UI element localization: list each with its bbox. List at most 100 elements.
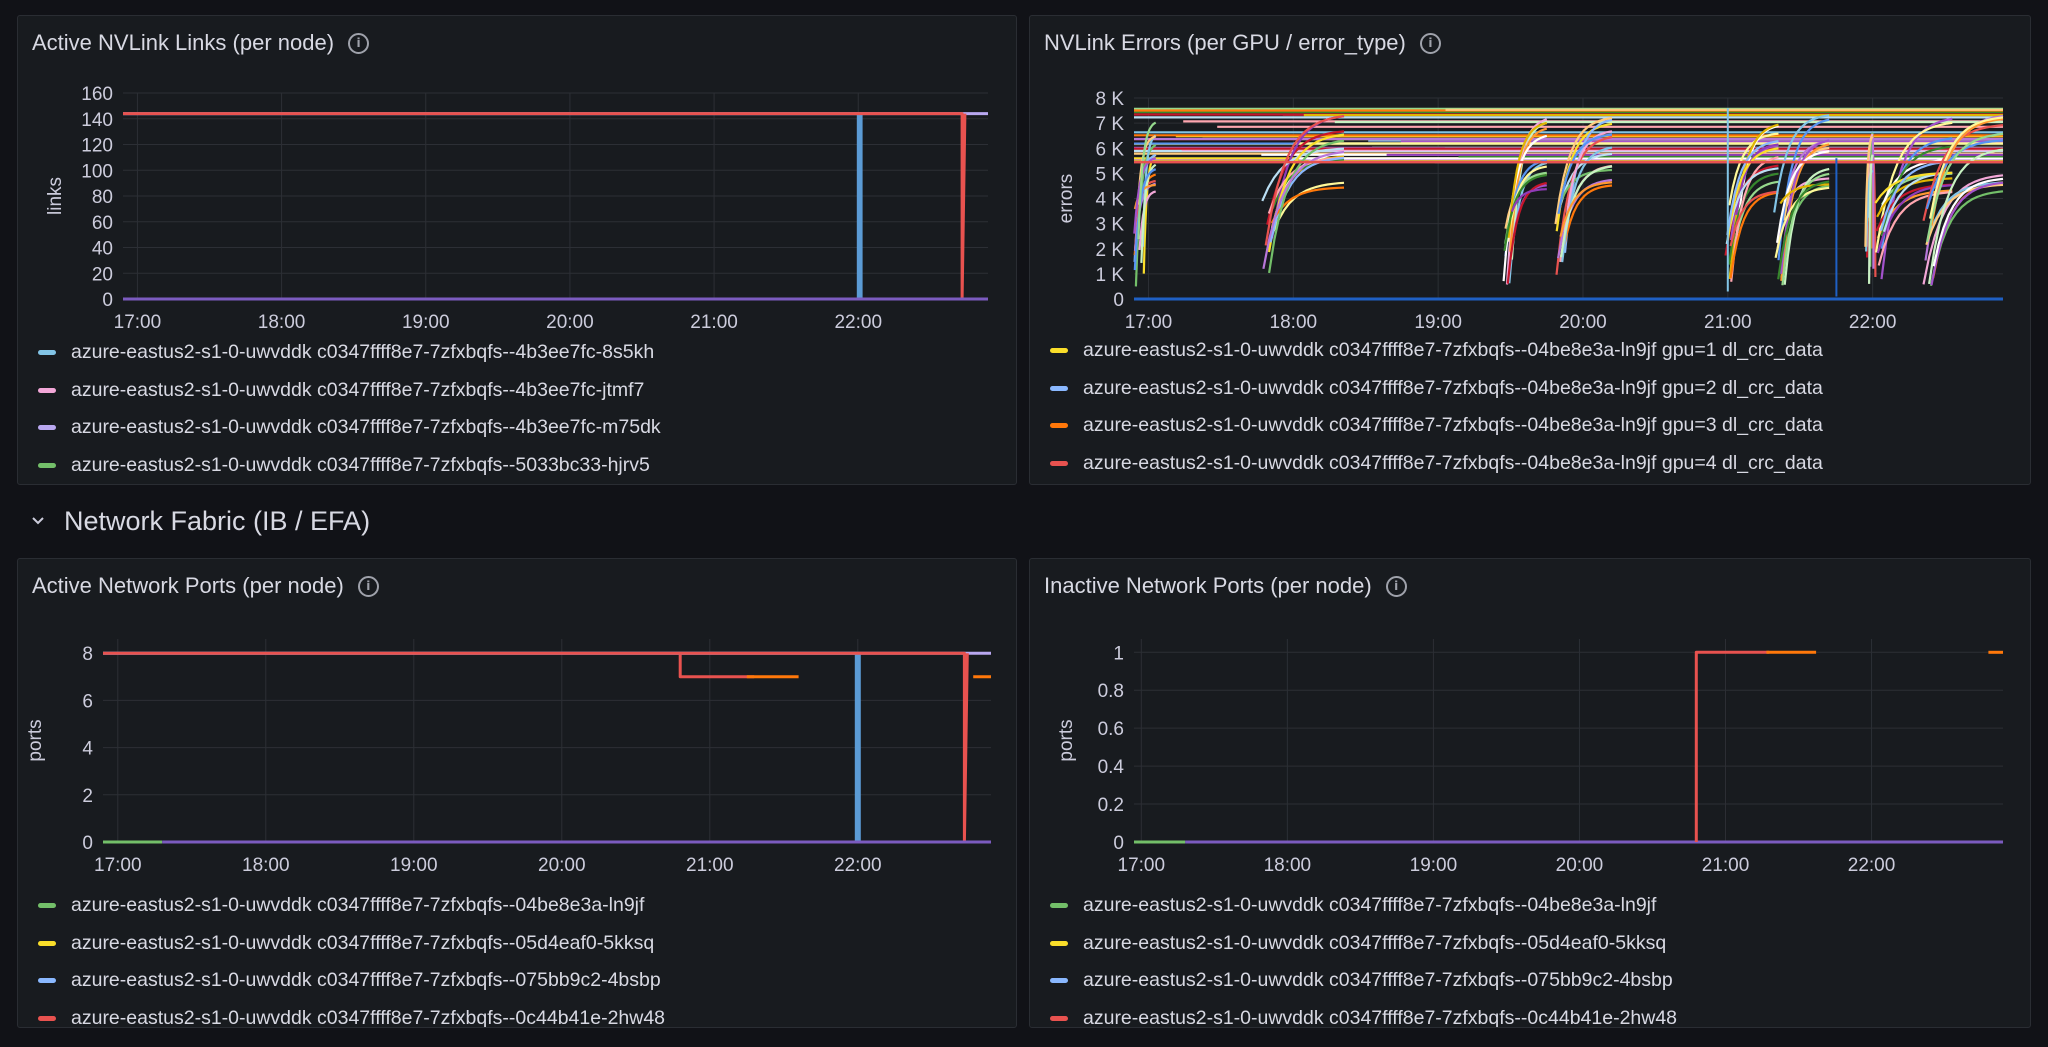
y-tick-label: 40: [92, 239, 113, 260]
error-series-line[interactable]: [1877, 190, 1953, 266]
error-series-line[interactable]: [1267, 133, 1345, 253]
error-series-line[interactable]: [1773, 114, 1830, 213]
error-series-line[interactable]: [1928, 148, 2004, 285]
legend-item[interactable]: azure-eastus2-s1-0-uwvddk c0347ffff8e7-7…: [38, 447, 1006, 485]
error-series-line[interactable]: [1270, 186, 1345, 224]
chart[interactable]: errors 0 1 K 2 K 3 K 4 K 5 K 6 K 7 K 8 K 17:00 18:0…: [1030, 16, 2030, 356]
panel-title[interactable]: Active NVLink Links (per node) i: [32, 30, 370, 56]
error-series-line[interactable]: [1510, 188, 1547, 213]
legend-label: azure-eastus2-s1-0-uwvddk c0347ffff8e7-7…: [1083, 339, 1823, 362]
legend-item[interactable]: azure-eastus2-s1-0-uwvddk c0347ffff8e7-7…: [38, 372, 1006, 410]
error-series-line[interactable]: [1136, 135, 1157, 205]
panel-title[interactable]: Active Network Ports (per node) i: [32, 573, 379, 599]
legend-item[interactable]: azure-eastus2-s1-0-uwvddk c0347ffff8e7-7…: [38, 887, 1006, 925]
chevron-down-icon[interactable]: [30, 513, 46, 529]
legend-item[interactable]: azure-eastus2-s1-0-uwvddk c0347ffff8e7-7…: [38, 409, 1006, 447]
panel-inactive-network-ports[interactable]: Inactive Network Ports (per node) i port…: [1029, 558, 2031, 1028]
series-line[interactable]: [123, 112, 967, 301]
y-tick-label: 4 K: [1095, 190, 1124, 211]
error-series-line[interactable]: [1138, 190, 1157, 251]
error-series-line[interactable]: [1133, 157, 1157, 234]
panel-nvlink-errors[interactable]: NVLink Errors (per GPU / error_type) i e…: [1029, 15, 2031, 485]
error-series-line[interactable]: [1562, 184, 1613, 251]
info-icon[interactable]: i: [1385, 575, 1407, 597]
info-icon[interactable]: i: [357, 575, 379, 597]
error-series-line[interactable]: [1929, 116, 2004, 219]
series-line[interactable]: [678, 653, 755, 679]
legend-item[interactable]: azure-eastus2-s1-0-uwvddk c0347ffff8e7-7…: [1050, 925, 2020, 963]
legend-item[interactable]: azure-eastus2-s1-0-uwvddk c0347ffff8e7-7…: [38, 334, 1006, 372]
info-icon[interactable]: i: [348, 32, 370, 54]
legend-item[interactable]: azure-eastus2-s1-0-uwvddk c0347ffff8e7-7…: [38, 1000, 1006, 1027]
panel-active-network-ports[interactable]: Active Network Ports (per node) i ports 0…: [17, 558, 1017, 1028]
legend-item[interactable]: azure-eastus2-s1-0-uwvddk c0347ffff8e7-7…: [1050, 445, 2020, 483]
error-series-line[interactable]: [1932, 177, 2004, 267]
error-series-line[interactable]: [1783, 167, 1830, 285]
legend-label: azure-eastus2-s1-0-uwvddk c0347ffff8e7-7…: [1083, 376, 1823, 399]
error-series-line[interactable]: [1268, 139, 1345, 274]
error-series-line[interactable]: [1563, 118, 1613, 253]
legend-item[interactable]: azure-eastus2-s1-0-uwvddk c0347ffff8e7-7…: [1050, 962, 2020, 1000]
legend-item[interactable]: azure-eastus2-s1-0-uwvddk c0347ffff8e7-7…: [1050, 407, 2020, 445]
chart[interactable]: ports 0 2 4 6 8 17:00 18:00 19:00 20:00 21:00 22:00: [18, 559, 1016, 899]
error-series-line[interactable]: [1782, 146, 1830, 221]
row-header-network-fabric[interactable]: Network Fabric (IB / EFA): [30, 500, 370, 542]
error-series-line[interactable]: [1930, 181, 2004, 286]
error-series-line[interactable]: [1559, 168, 1613, 203]
panel-title[interactable]: NVLink Errors (per GPU / error_type) i: [1044, 30, 1441, 56]
x-tick-label: 17:00: [1118, 855, 1166, 876]
chart[interactable]: links 0 20 40 60 80 100 120 140 160 17:00 18:00 19:0…: [18, 16, 1016, 356]
error-series-line[interactable]: [1926, 132, 2004, 243]
error-series-line[interactable]: [1922, 174, 2004, 285]
error-series-line[interactable]: [1560, 165, 1613, 258]
error-series-line[interactable]: [1868, 154, 1874, 284]
y-tick-label: 20: [92, 264, 113, 285]
y-tick-label: 60: [92, 213, 113, 234]
error-series-line[interactable]: [1725, 167, 1779, 245]
error-series-line[interactable]: [1137, 121, 1157, 240]
error-series-line[interactable]: [1780, 139, 1830, 274]
error-series-line[interactable]: [1563, 130, 1613, 233]
info-icon[interactable]: i: [1419, 32, 1441, 54]
error-series-line[interactable]: [1880, 117, 1953, 280]
error-series-line[interactable]: [1729, 191, 1779, 279]
error-series-line[interactable]: [1264, 115, 1345, 246]
error-series-line[interactable]: [1726, 147, 1779, 241]
panel-active-nvlink-links[interactable]: Active NVLink Links (per node) i links 0 2…: [17, 15, 1017, 485]
y-tick-label: 8: [82, 644, 93, 665]
error-series-line[interactable]: [1554, 116, 1613, 225]
legend-label: azure-eastus2-s1-0-uwvddk c0347ffff8e7-7…: [71, 378, 645, 401]
error-series-line[interactable]: [1503, 173, 1547, 251]
error-series-line[interactable]: [1262, 150, 1345, 270]
x-tick-label: 18:00: [242, 855, 290, 876]
error-series-line[interactable]: [1507, 121, 1548, 238]
error-series-line[interactable]: [1777, 180, 1830, 280]
error-series-line[interactable]: [1261, 147, 1345, 202]
error-series-line[interactable]: [1864, 135, 1874, 247]
error-series-line[interactable]: [1726, 140, 1779, 236]
error-series-line[interactable]: [1557, 133, 1613, 215]
error-series-line[interactable]: [1555, 136, 1613, 275]
error-series-line[interactable]: [1735, 143, 1779, 215]
y-tick-label: 8 K: [1095, 89, 1124, 110]
legend-item[interactable]: azure-eastus2-s1-0-uwvddk c0347ffff8e7-7…: [38, 925, 1006, 963]
error-series-line[interactable]: [1880, 145, 1953, 237]
series-line[interactable]: [103, 651, 969, 844]
y-tick-label: 1: [1113, 643, 1124, 664]
error-series-line[interactable]: [1779, 183, 1830, 205]
error-series-line[interactable]: [1729, 190, 1779, 247]
legend-item[interactable]: azure-eastus2-s1-0-uwvddk c0347ffff8e7-7…: [1050, 370, 2020, 408]
series-line[interactable]: [1694, 650, 1770, 842]
legend-item[interactable]: azure-eastus2-s1-0-uwvddk c0347ffff8e7-7…: [1050, 887, 2020, 925]
legend-item[interactable]: azure-eastus2-s1-0-uwvddk c0347ffff8e7-7…: [1050, 1000, 2020, 1027]
error-series-line[interactable]: [1506, 181, 1548, 284]
x-tick-label: 22:00: [834, 855, 882, 876]
error-series-line[interactable]: [1930, 117, 2004, 226]
error-series-line[interactable]: [1871, 136, 1875, 269]
legend-item[interactable]: azure-eastus2-s1-0-uwvddk c0347ffff8e7-7…: [1050, 332, 2020, 370]
panel-title[interactable]: Inactive Network Ports (per node) i: [1044, 573, 1407, 599]
legend-item[interactable]: azure-eastus2-s1-0-uwvddk c0347ffff8e7-7…: [38, 962, 1006, 1000]
series-line[interactable]: [123, 112, 863, 301]
chart[interactable]: ports 0 0.2 0.4 0.6 0.8 1 17:00 18:00 19:00 20:00 2…: [1030, 559, 2030, 899]
error-series-line[interactable]: [1559, 181, 1613, 237]
